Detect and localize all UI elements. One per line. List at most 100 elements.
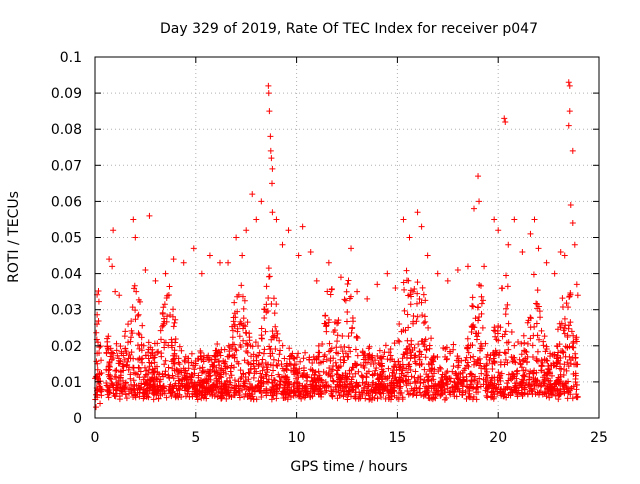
- data-point: [170, 323, 177, 330]
- data-point: [254, 383, 261, 390]
- data-point: [279, 342, 286, 349]
- data-point: [332, 359, 339, 366]
- data-point: [315, 342, 322, 349]
- data-point: [300, 371, 307, 378]
- y-tick-label: 0: [73, 411, 82, 427]
- data-point: [316, 349, 323, 356]
- data-point: [380, 368, 387, 375]
- data-point: [527, 315, 534, 322]
- data-point: [291, 389, 298, 396]
- data-point: [170, 306, 177, 313]
- data-point: [475, 304, 482, 311]
- data-point: [560, 349, 567, 356]
- data-point: [369, 357, 376, 364]
- data-point: [253, 216, 260, 223]
- data-point: [265, 273, 272, 280]
- data-point: [148, 350, 155, 357]
- data-point: [544, 366, 551, 373]
- y-tick-label: 0.06: [51, 194, 82, 210]
- data-point: [511, 216, 518, 223]
- data-point: [273, 395, 280, 402]
- data-point: [467, 371, 474, 378]
- data-point: [271, 388, 278, 395]
- data-point: [294, 370, 301, 377]
- data-point: [323, 356, 330, 363]
- data-point: [470, 324, 477, 331]
- data-point: [311, 376, 318, 383]
- data-point: [471, 361, 478, 368]
- data-point: [476, 198, 483, 205]
- data-point: [152, 277, 159, 284]
- data-point: [347, 348, 354, 355]
- data-point: [143, 371, 150, 378]
- data-point: [239, 387, 246, 394]
- data-point: [346, 295, 353, 302]
- data-point: [211, 393, 218, 400]
- data-point: [556, 320, 563, 327]
- data-point: [368, 396, 375, 403]
- data-point: [164, 292, 171, 299]
- data-point: [416, 348, 423, 355]
- data-point: [554, 326, 561, 333]
- data-point: [563, 385, 570, 392]
- data-point: [348, 329, 355, 336]
- data-point: [484, 351, 491, 358]
- data-point: [304, 390, 311, 397]
- data-point: [450, 346, 457, 353]
- data-point: [566, 82, 573, 89]
- data-point: [186, 393, 193, 400]
- data-point: [354, 288, 361, 295]
- data-point: [96, 344, 103, 351]
- data-point: [483, 365, 490, 372]
- data-point: [269, 165, 276, 172]
- data-point: [500, 393, 507, 400]
- data-point: [166, 387, 173, 394]
- data-point: [106, 373, 113, 380]
- data-point: [153, 386, 160, 393]
- data-point: [533, 357, 540, 364]
- data-point: [358, 372, 365, 379]
- data-point: [407, 367, 414, 374]
- data-point: [247, 342, 254, 349]
- data-point: [377, 370, 384, 377]
- data-point: [268, 387, 275, 394]
- data-point: [567, 360, 574, 367]
- data-point: [504, 301, 511, 308]
- y-tick-label: 0.08: [51, 122, 82, 138]
- data-point: [406, 234, 413, 241]
- data-point: [125, 390, 132, 397]
- data-point: [483, 371, 490, 378]
- data-point: [414, 378, 421, 385]
- data-point: [331, 319, 338, 326]
- data-point: [291, 371, 298, 378]
- data-point: [421, 376, 428, 383]
- data-point: [135, 364, 142, 371]
- data-point: [242, 329, 249, 336]
- data-point: [287, 361, 294, 368]
- data-point: [522, 348, 529, 355]
- data-point: [159, 370, 166, 377]
- data-point: [363, 370, 370, 377]
- data-point: [526, 376, 533, 383]
- data-point: [330, 328, 337, 335]
- data-point: [348, 378, 355, 385]
- data-point: [416, 296, 423, 303]
- data-point: [251, 388, 258, 395]
- data-point: [489, 393, 496, 400]
- data-point: [552, 392, 559, 399]
- data-point: [378, 362, 385, 369]
- data-point: [299, 385, 306, 392]
- data-point: [290, 381, 297, 388]
- data-point: [240, 315, 247, 322]
- data-point: [384, 374, 391, 381]
- data-point: [491, 324, 498, 331]
- data-point: [419, 284, 426, 291]
- data-point: [404, 311, 411, 318]
- data-point: [170, 352, 177, 359]
- data-point: [260, 350, 267, 357]
- data-point: [244, 341, 251, 348]
- data-point: [554, 388, 561, 395]
- data-point: [127, 381, 134, 388]
- data-point: [206, 252, 213, 259]
- data-point: [502, 118, 509, 125]
